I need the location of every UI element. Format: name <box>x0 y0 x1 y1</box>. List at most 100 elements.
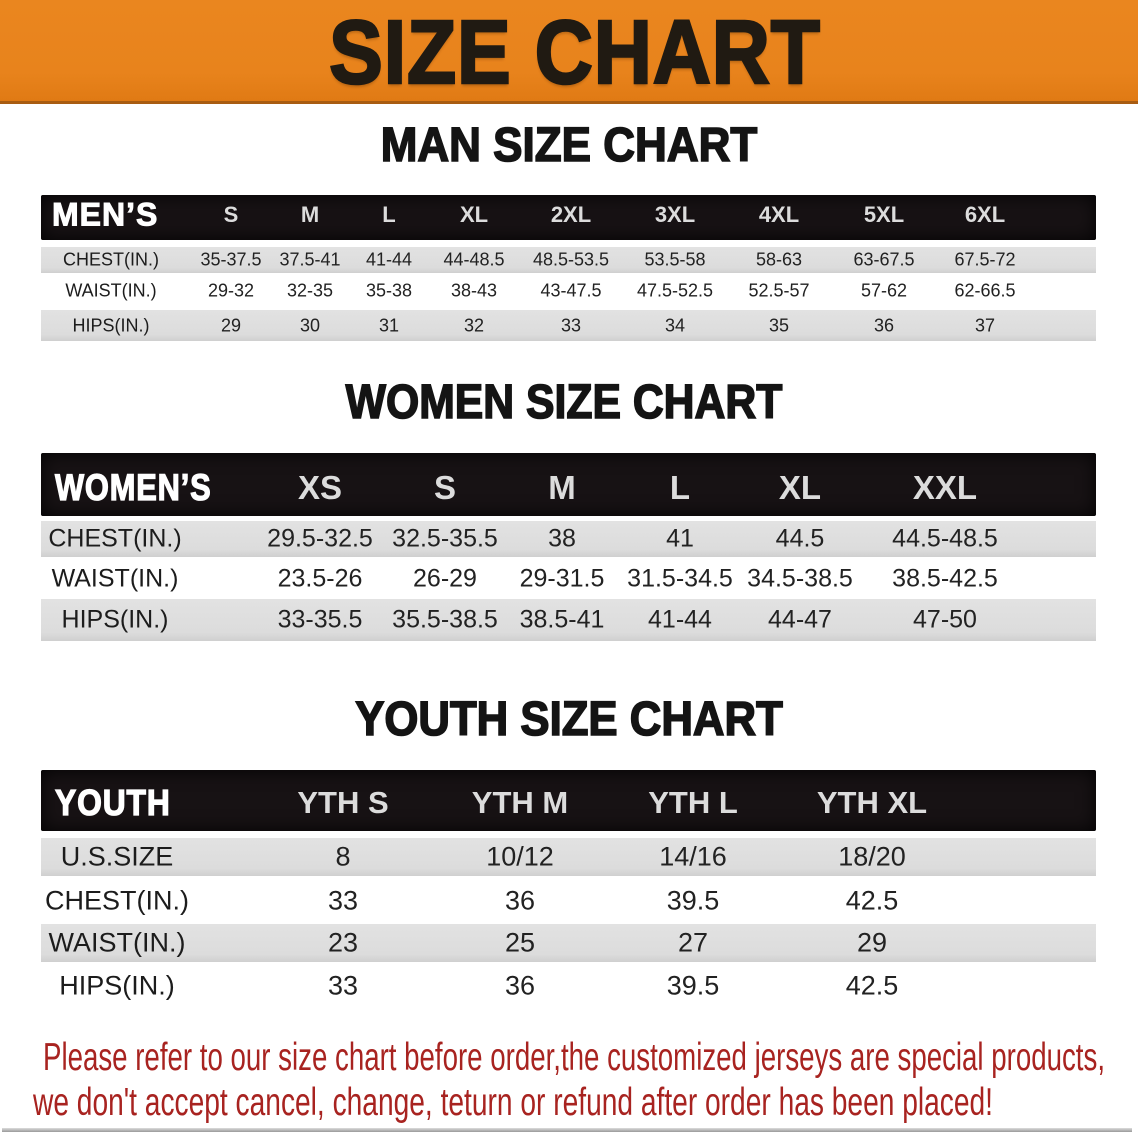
column-header: XL <box>459 201 489 227</box>
column-header: S <box>433 468 457 506</box>
size-value: 48.5-53.5 <box>532 249 610 270</box>
size-value: 34 <box>664 315 686 335</box>
size-value: 42.5 <box>845 970 899 1001</box>
column-header: YTH XL <box>816 784 928 820</box>
column-header: XS <box>297 468 343 506</box>
size-value: 35-38 <box>365 280 413 301</box>
size-value: 47.5-52.5 <box>636 280 714 301</box>
row-label: CHEST(IN.) <box>48 524 182 553</box>
banner: SIZE CHART <box>0 0 1138 104</box>
size-value: 67.5-72 <box>954 249 1016 270</box>
size-value: 23 <box>327 927 359 958</box>
row-label: CHEST(IN.) <box>45 885 189 916</box>
size-value: 34.5-38.5 <box>747 564 853 592</box>
banner-title: SIZE CHART <box>328 2 821 105</box>
table-header-band: WOMEN’S XS S M L XL XXL <box>41 453 1096 516</box>
size-value: 57-62 <box>860 280 908 301</box>
table-header-band: MEN’S S M L XL 2XL 3XL 4XL 5XL 6XL <box>41 195 1096 240</box>
size-value: 18/20 <box>838 841 906 872</box>
size-value: 29 <box>220 315 242 335</box>
size-value: 29 <box>856 927 888 958</box>
table-row: HIPS(IN.) 29 30 31 32 33 34 35 36 37 <box>41 310 1096 341</box>
size-value: 29-32 <box>207 280 255 301</box>
table-row: CHEST(IN.) 29.5-32.5 32.5-35.5 38 41 44.5 44.5… <box>41 521 1096 557</box>
size-value: 38.5-41 <box>519 605 605 634</box>
bottom-bar <box>2 1128 1132 1132</box>
row-label: WAIST(IN.) <box>65 280 157 301</box>
size-value: 41-44 <box>648 605 712 634</box>
size-value: 31.5-34.5 <box>627 564 733 592</box>
size-value: 42.5 <box>845 885 899 916</box>
table-row: WAIST(IN.) 23 25 27 29 <box>41 924 1096 962</box>
size-value: 38 <box>548 524 576 553</box>
row-label: U.S.SIZE <box>60 841 174 872</box>
column-header: 5XL <box>863 201 905 227</box>
size-value: 38.5-42.5 <box>892 564 998 592</box>
row-label: WAIST(IN.) <box>51 564 179 592</box>
column-header: 4XL <box>758 201 800 227</box>
footer-note-line1: Please refer to our size chart before or… <box>43 1036 1105 1079</box>
table-title: MEN’S <box>51 196 159 233</box>
size-value: 10/12 <box>486 841 554 872</box>
size-value: 62-66.5 <box>954 280 1016 301</box>
column-header: L <box>669 468 691 506</box>
size-value: 44.5-48.5 <box>892 524 998 553</box>
table-title: WOMEN’S <box>54 466 212 508</box>
size-value: 31 <box>378 315 400 335</box>
column-header: XXL <box>912 468 978 506</box>
size-value: 37 <box>974 315 996 335</box>
size-value: 41 <box>666 524 694 553</box>
size-value: 29.5-32.5 <box>267 524 373 553</box>
heading-youth: YOUTH SIZE CHART <box>354 693 783 746</box>
size-value: 8 <box>335 841 351 872</box>
column-header: 6XL <box>964 201 1006 227</box>
size-value: 29-31.5 <box>519 564 605 592</box>
column-header: XL <box>778 468 822 506</box>
size-value: 43-47.5 <box>540 280 602 301</box>
row-label: HIPS(IN.) <box>61 605 169 634</box>
column-header: YTH S <box>297 784 389 820</box>
size-value: 38-43 <box>450 280 498 301</box>
table-row: U.S.SIZE 8 10/12 14/16 18/20 <box>41 838 1096 876</box>
size-value: 26-29 <box>413 564 477 592</box>
size-value: 35-37.5 <box>200 249 262 270</box>
column-header: S <box>223 201 239 227</box>
size-value: 44-48.5 <box>443 249 505 270</box>
size-value: 39.5 <box>666 885 720 916</box>
size-value: 47-50 <box>913 605 977 634</box>
table-row: CHEST(IN.) 35-37.5 37.5-41 41-44 44-48.5 48.5… <box>41 247 1096 273</box>
table-title: YOUTH <box>54 781 171 823</box>
footer-note-line2: we don't accept cancel, change, teturn o… <box>33 1081 993 1124</box>
size-value: 27 <box>677 927 709 958</box>
size-value: 41-44 <box>365 249 413 270</box>
column-header: M <box>300 201 320 227</box>
size-value: 33-35.5 <box>277 605 363 634</box>
size-value: 33 <box>327 885 359 916</box>
size-value: 33 <box>560 315 582 335</box>
column-header: M <box>548 468 576 506</box>
size-value: 52.5-57 <box>748 280 810 301</box>
table-row: WAIST(IN.) 23.5-26 26-29 29-31.5 31.5-34.5 34… <box>41 561 1096 596</box>
column-header: YTH L <box>648 784 738 820</box>
size-value: 35 <box>768 315 790 335</box>
column-header: 3XL <box>654 201 696 227</box>
column-header: YTH M <box>471 784 569 820</box>
size-value: 23.5-26 <box>277 564 363 592</box>
size-value: 44.5 <box>775 524 825 553</box>
table-row: WAIST(IN.) 29-32 32-35 35-38 38-43 43-47.5 47.… <box>41 277 1096 305</box>
size-value: 37.5-41 <box>279 249 341 270</box>
table-row: CHEST(IN.) 33 36 39.5 42.5 <box>41 882 1096 920</box>
heading-women: WOMEN SIZE CHART <box>345 376 783 429</box>
table-header-band: YOUTH YTH S YTH M YTH L YTH XL <box>41 770 1096 831</box>
size-value: 32-35 <box>286 280 334 301</box>
table-row: HIPS(IN.) 33 36 39.5 42.5 <box>41 966 1096 1006</box>
heading-man: MAN SIZE CHART <box>380 119 758 172</box>
youth-size-table: YOUTH YTH S YTH M YTH L YTH XL U.S.SIZE 8 10/12… <box>41 770 1096 1006</box>
size-value: 25 <box>504 927 536 958</box>
row-label: HIPS(IN.) <box>72 315 150 335</box>
size-value: 44-47 <box>768 605 832 634</box>
size-value: 32 <box>463 315 485 335</box>
column-header: 2XL <box>550 201 592 227</box>
size-value: 53.5-58 <box>644 249 706 270</box>
